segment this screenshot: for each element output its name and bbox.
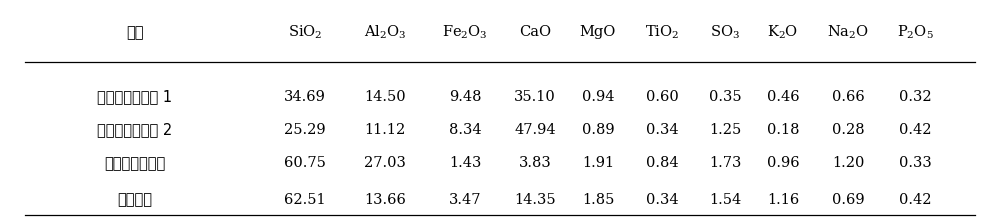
- Text: 60.75: 60.75: [284, 156, 326, 170]
- Text: 0.34: 0.34: [646, 123, 678, 137]
- Text: CaO: CaO: [519, 25, 551, 39]
- Text: 流化床气化灰渣 2: 流化床气化灰渣 2: [97, 122, 173, 137]
- Text: 0.42: 0.42: [899, 123, 931, 137]
- Text: SiO$_2$: SiO$_2$: [288, 24, 322, 41]
- Text: 1.16: 1.16: [767, 193, 799, 207]
- Text: 14.50: 14.50: [364, 89, 406, 104]
- Text: 11.12: 11.12: [364, 123, 406, 137]
- Text: 8.34: 8.34: [449, 123, 481, 137]
- Text: 1.91: 1.91: [582, 156, 614, 170]
- Text: K$_2$O: K$_2$O: [767, 24, 799, 41]
- Text: 流化床气化灰渣 1: 流化床气化灰渣 1: [97, 89, 173, 104]
- Text: 1.25: 1.25: [709, 123, 741, 137]
- Text: Al$_2$O$_3$: Al$_2$O$_3$: [364, 24, 406, 41]
- Text: 1.73: 1.73: [709, 156, 741, 170]
- Text: 0.46: 0.46: [767, 89, 799, 104]
- Text: 1.43: 1.43: [449, 156, 481, 170]
- Text: 34.69: 34.69: [284, 89, 326, 104]
- Text: P$_2$O$_5$: P$_2$O$_5$: [897, 24, 933, 41]
- Text: 62.51: 62.51: [284, 193, 326, 207]
- Text: 0.32: 0.32: [899, 89, 931, 104]
- Text: 0.35: 0.35: [709, 89, 741, 104]
- Text: 9.48: 9.48: [449, 89, 481, 104]
- Text: 0.33: 0.33: [899, 156, 931, 170]
- Text: 14.35: 14.35: [514, 193, 556, 207]
- Text: 0.18: 0.18: [767, 123, 799, 137]
- Text: 3.83: 3.83: [519, 156, 551, 170]
- Text: 1.20: 1.20: [832, 156, 864, 170]
- Text: 27.03: 27.03: [364, 156, 406, 170]
- Text: 0.34: 0.34: [646, 193, 678, 207]
- Text: 0.84: 0.84: [646, 156, 678, 170]
- Text: 0.42: 0.42: [899, 193, 931, 207]
- Text: 0.94: 0.94: [582, 89, 614, 104]
- Text: MgO: MgO: [580, 25, 616, 39]
- Text: 0.69: 0.69: [832, 193, 864, 207]
- Text: 种类: 种类: [126, 25, 144, 40]
- Text: 0.66: 0.66: [832, 89, 864, 104]
- Text: 1.54: 1.54: [709, 193, 741, 207]
- Text: 3.47: 3.47: [449, 193, 481, 207]
- Text: 固定床气化灰渣: 固定床气化灰渣: [104, 156, 166, 171]
- Text: Fe$_2$O$_3$: Fe$_2$O$_3$: [442, 24, 488, 41]
- Text: 35.10: 35.10: [514, 89, 556, 104]
- Text: 1.85: 1.85: [582, 193, 614, 207]
- Text: 0.60: 0.60: [646, 89, 678, 104]
- Text: 0.28: 0.28: [832, 123, 864, 137]
- Text: 25.29: 25.29: [284, 123, 326, 137]
- Text: TiO$_2$: TiO$_2$: [645, 24, 679, 41]
- Text: 燃烧灰渣: 燃烧灰渣: [118, 192, 152, 207]
- Text: 0.96: 0.96: [767, 156, 799, 170]
- Text: SO$_3$: SO$_3$: [710, 24, 740, 41]
- Text: 13.66: 13.66: [364, 193, 406, 207]
- Text: 47.94: 47.94: [514, 123, 556, 137]
- Text: Na$_2$O: Na$_2$O: [827, 24, 869, 41]
- Text: 0.89: 0.89: [582, 123, 614, 137]
